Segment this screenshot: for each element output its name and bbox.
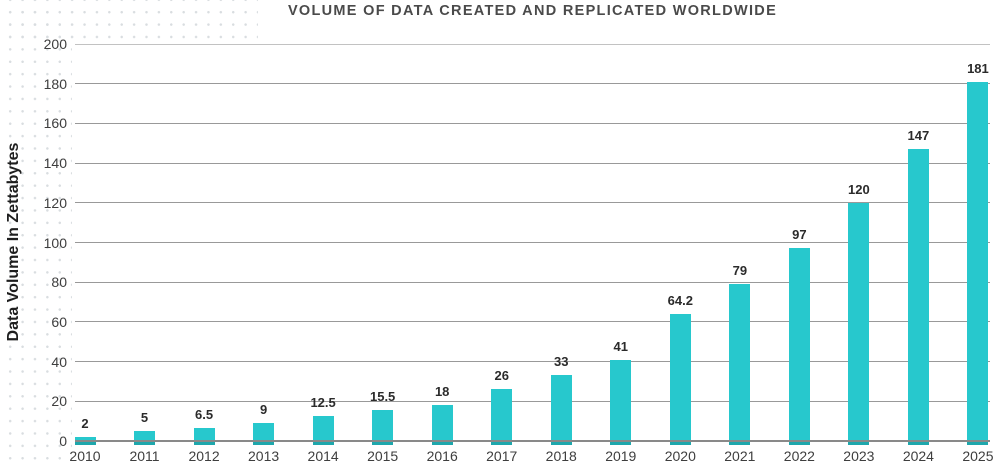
bar-2015 — [372, 410, 394, 445]
gridline-120 — [75, 202, 990, 204]
bar-value-label: 15.5 — [369, 389, 396, 405]
bar-2013 — [253, 423, 275, 445]
gridline-200 — [75, 43, 990, 45]
x-tick-label: 2018 — [545, 448, 577, 464]
dotted-background-top — [0, 0, 258, 40]
bar-value-label: 5 — [140, 410, 149, 426]
dotted-background-left — [0, 0, 72, 468]
bar-value-label: 41 — [613, 338, 628, 354]
bar-value-label: 64.2 — [667, 292, 693, 308]
x-tick-label: 2013 — [248, 448, 280, 464]
y-tick-label: 120 — [43, 194, 67, 211]
gridline-40 — [75, 361, 990, 363]
bar-value-label: 12.5 — [310, 395, 336, 411]
x-tick-label: 2021 — [724, 448, 756, 464]
gridline-140 — [75, 162, 990, 164]
x-tick-label: 2020 — [664, 448, 696, 464]
bar-value-label: 9 — [259, 402, 268, 418]
bar-2024 — [907, 149, 929, 445]
gridline-160 — [75, 122, 990, 124]
x-tick-label: 2022 — [783, 448, 815, 464]
bar-2017 — [491, 389, 513, 445]
y-tick-label: 160 — [43, 115, 67, 132]
bar-2014 — [312, 416, 334, 445]
bar-value-label: 2 — [81, 416, 89, 432]
x-tick-label: 2011 — [129, 448, 160, 464]
bar-value-label: 147 — [907, 128, 930, 144]
bar-2023 — [848, 202, 870, 445]
x-tick-label: 2017 — [486, 448, 518, 464]
y-tick-label: 40 — [51, 353, 67, 370]
bar-2025 — [967, 81, 989, 445]
y-tick-label: 180 — [43, 75, 67, 92]
bar-2012 — [193, 428, 215, 445]
x-tick-label: 2023 — [843, 448, 875, 464]
x-tick-label: 2014 — [307, 448, 339, 464]
x-tick-label: 2015 — [367, 448, 399, 464]
bar-2018 — [550, 375, 572, 445]
x-tick-label: 2025 — [962, 448, 994, 464]
x-tick-label: 2012 — [188, 448, 220, 464]
bar-value-label: 97 — [792, 227, 807, 243]
bar-2019 — [610, 359, 632, 445]
bar-value-label: 33 — [554, 354, 569, 370]
gridline-100 — [75, 242, 990, 243]
y-tick-label: 100 — [43, 234, 67, 251]
x-tick-label: 2024 — [902, 448, 934, 464]
gridline-180 — [75, 83, 990, 85]
bar-2016 — [431, 405, 453, 445]
bar-value-label: 26 — [494, 368, 509, 384]
bar-value-label: 6.5 — [195, 407, 214, 423]
bar-value-label: 120 — [848, 181, 870, 197]
x-axis-baseline — [75, 440, 990, 442]
x-tick-label: 2010 — [69, 448, 101, 464]
y-tick-label: 80 — [51, 274, 67, 291]
y-tick-label: 60 — [51, 313, 67, 330]
bar-value-label: 181 — [967, 60, 989, 76]
bar-2020 — [669, 313, 691, 445]
bar-2011 — [134, 431, 156, 445]
chart-title: VOLUME OF DATA CREATED AND REPLICATED WO… — [287, 3, 778, 19]
y-tick-label: 0 — [59, 433, 67, 449]
gridline-60 — [75, 321, 990, 323]
x-tick-label: 2019 — [605, 448, 637, 464]
bar-2022 — [788, 248, 810, 445]
y-tick-label: 140 — [43, 155, 67, 172]
x-tick-label: 2016 — [426, 448, 458, 464]
gridline-20 — [75, 400, 990, 402]
bar-value-label: 18 — [434, 384, 450, 400]
bar-2021 — [729, 284, 751, 445]
y-tick-label: 200 — [43, 36, 67, 52]
gridline-80 — [75, 281, 990, 283]
y-tick-label: 20 — [51, 393, 67, 410]
bar-value-label: 79 — [732, 263, 748, 279]
